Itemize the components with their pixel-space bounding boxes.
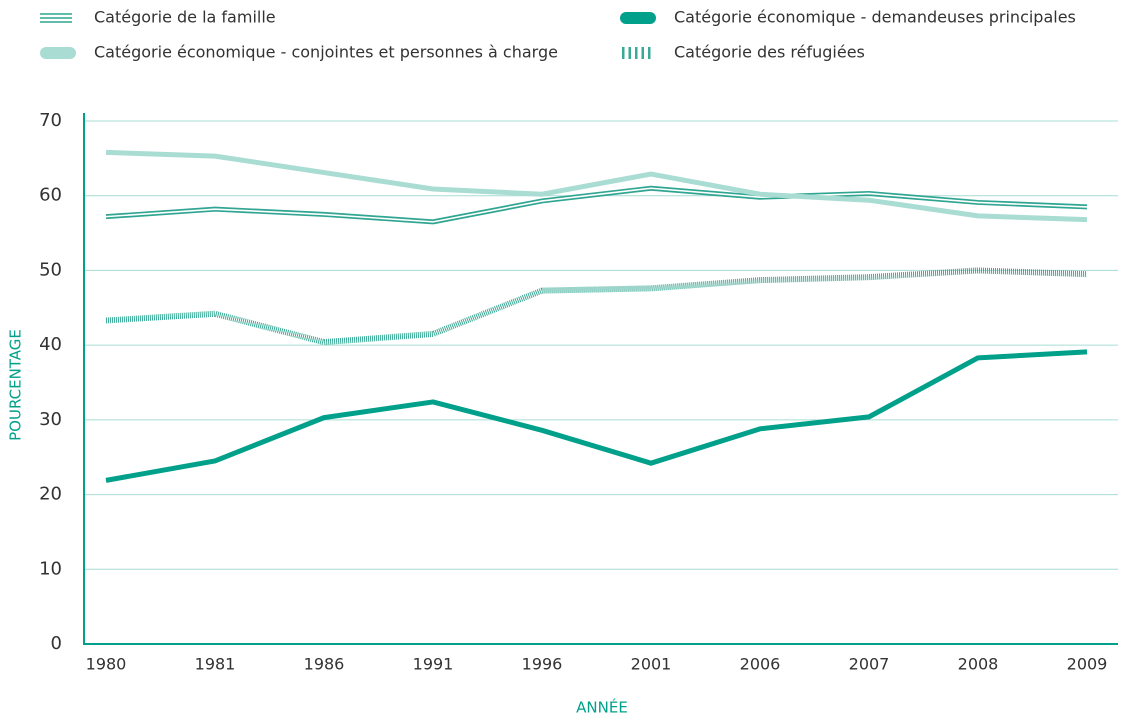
x-tick-label: 2009 [1067, 655, 1108, 674]
y-axis-label: POURCENTAGE [7, 329, 25, 441]
series-line [105, 185, 1088, 225]
x-tick-label: 2001 [631, 655, 672, 674]
series-line [105, 267, 1088, 346]
y-tick-label: 50 [39, 259, 62, 280]
x-axis-label: ANNÉE [576, 698, 628, 717]
x-tick-label: 1980 [86, 655, 127, 674]
x-tick-label: 2006 [740, 655, 781, 674]
line-inner [105, 187, 1088, 223]
x-tick-label: 2007 [849, 655, 890, 674]
x-tick-label: 1991 [413, 655, 454, 674]
legend-label: Catégorie économique - demandeuses princ… [674, 8, 1076, 27]
legend-label: Catégorie de la famille [94, 8, 276, 27]
series-line [105, 149, 1088, 223]
y-tick-label: 40 [39, 334, 62, 355]
y-tick-label: 60 [39, 185, 62, 206]
series-line [105, 349, 1088, 483]
y-tick-label: 70 [39, 110, 62, 131]
y-tick-label: 0 [51, 633, 62, 654]
legend-label: Catégorie des réfugiées [674, 43, 865, 62]
x-tick-label: 1986 [304, 655, 345, 674]
x-tick-label: 2008 [958, 655, 999, 674]
y-tick-label: 20 [39, 484, 62, 505]
x-tick-label: 1981 [195, 655, 236, 674]
y-tick-label: 10 [39, 558, 62, 579]
legend-label: Catégorie économique - conjointes et per… [94, 43, 558, 62]
y-tick-label: 30 [39, 409, 62, 430]
x-tick-label: 1996 [522, 655, 563, 674]
